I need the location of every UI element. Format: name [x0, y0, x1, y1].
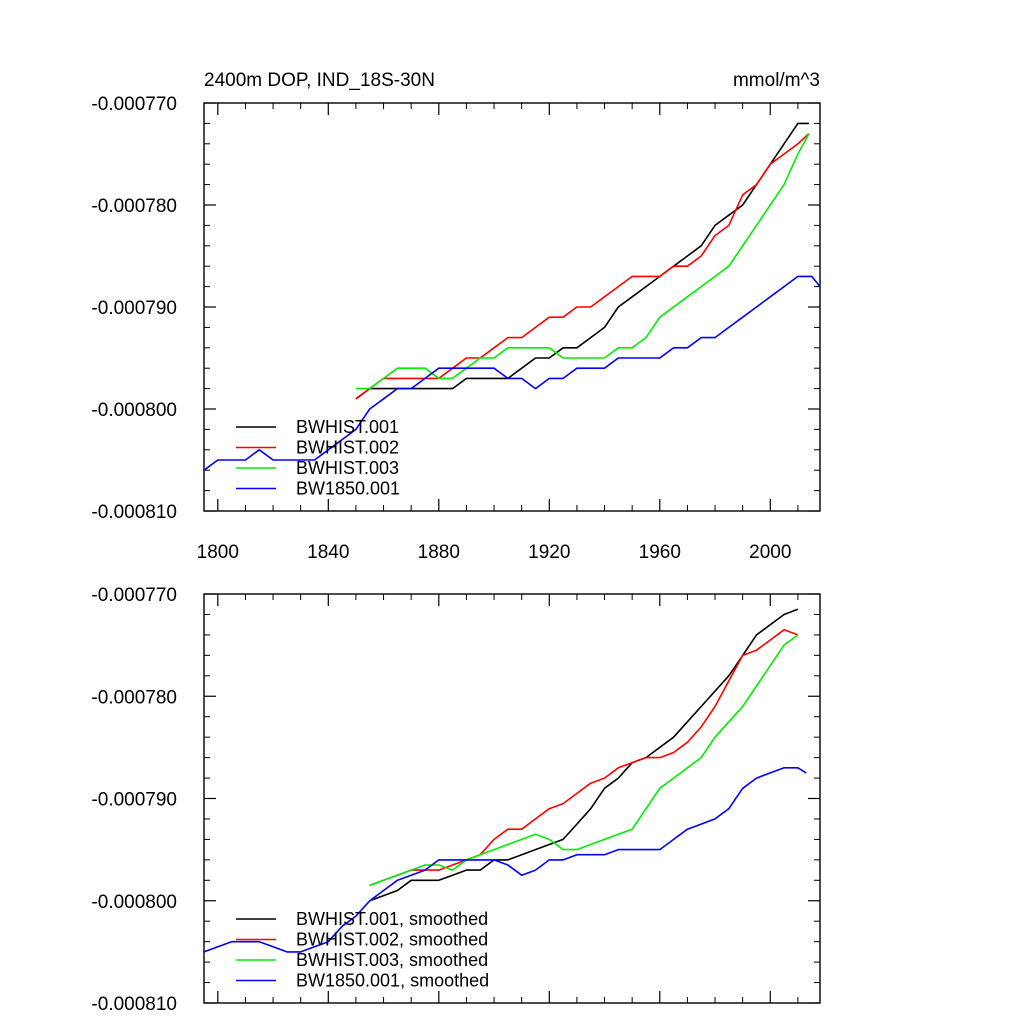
x-tick-label: 2000 [749, 542, 791, 563]
y-tick-label: -0.000780 [91, 687, 177, 708]
series-line [355, 133, 810, 390]
legend-label: BWHIST.002 [296, 438, 399, 458]
series-line [355, 133, 810, 400]
bottom-panel: -0.000770 -0.000780 -0.000790 -0.000800 -0.0… [91, 585, 821, 1015]
legend-label: BW1850.001 [296, 479, 400, 499]
y-tick-label: -0.000770 [91, 585, 177, 606]
x-tick-label: 1800 [197, 542, 239, 563]
x-tick-label: 1880 [418, 542, 460, 563]
legend-label: BWHIST.001, smoothed [296, 909, 488, 929]
y-tick-label: -0.000790 [91, 790, 177, 811]
legend-label: BW1850.001, smoothed [296, 971, 489, 991]
x-tick-label: 1840 [307, 542, 349, 563]
series-line [369, 608, 799, 902]
y-tick-label: -0.000800 [91, 400, 177, 421]
series-line [203, 275, 821, 471]
legend-label: BWHIST.001 [296, 417, 399, 437]
x-tick-label: 1920 [528, 542, 570, 563]
series-line [203, 766, 807, 953]
y-tick-label: -0.000780 [91, 196, 177, 217]
series-line [369, 634, 799, 887]
y-tick-label: -0.000800 [91, 892, 177, 913]
x-tick-label: 1960 [639, 542, 681, 563]
y-tick-label: -0.000810 [91, 502, 177, 523]
top-panel: -0.000770 -0.000780 -0.000790 -0.000800 -0.0… [91, 94, 821, 563]
y-tick-label: -0.000770 [91, 94, 177, 115]
y-tick-label: -0.000810 [91, 994, 177, 1015]
legend-label: BWHIST.003, smoothed [296, 950, 488, 970]
legend-label: BWHIST.002, smoothed [296, 930, 488, 950]
series-line [369, 628, 799, 887]
chart-title: 2400m DOP, IND_18S-30N [204, 70, 435, 91]
units-label: mmol/m^3 [733, 70, 820, 91]
legend-label: BWHIST.003 [296, 458, 399, 478]
y-tick-label: -0.000790 [91, 298, 177, 319]
